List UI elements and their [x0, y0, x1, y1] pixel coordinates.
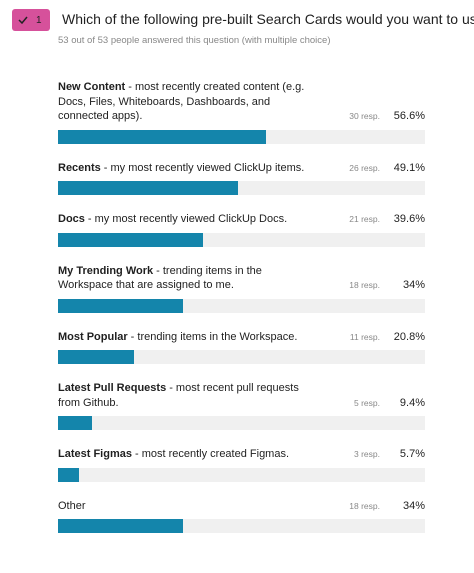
- bar: [58, 467, 79, 482]
- option: Most Popular - trending items in the Work…: [58, 330, 425, 364]
- bar: [58, 181, 239, 195]
- option-text: My Trending Work - trending items in the …: [58, 264, 318, 293]
- option-row: New Content - most recently created conte…: [58, 80, 425, 124]
- bar-track: [58, 181, 425, 195]
- option: Latest Pull Requests - most recent pull r…: [58, 381, 425, 430]
- percent-label: 20.8%: [393, 330, 425, 343]
- option: My Trending Work - trending items in the …: [58, 264, 425, 313]
- option-name: Docs: [58, 213, 85, 225]
- option-row: Docs - my most recently viewed ClickUp Do…: [58, 212, 425, 227]
- bar: [58, 129, 266, 144]
- percent-label: 49.1%: [393, 161, 425, 174]
- option-row: Latest Figmas - most recently created Fig…: [58, 447, 425, 462]
- bar-track: [58, 350, 425, 364]
- option-row: Most Popular - trending items in the Work…: [58, 330, 425, 345]
- option-name: Latest Figmas: [58, 448, 132, 460]
- option-description: - most recently created Figmas.: [134, 448, 290, 460]
- response-count: 26 resp.: [349, 162, 380, 173]
- response-count: 18 resp.: [349, 280, 380, 290]
- option-description: - most recent pull requests from Github.: [58, 382, 299, 409]
- option-description: - most recently created content (e.g. Do…: [58, 81, 305, 122]
- bar-track: [58, 298, 425, 313]
- option-text: Most Popular - trending items in the Work…: [58, 330, 318, 345]
- option-name: Latest Pull Requests: [58, 382, 167, 394]
- response-count: 30 resp.: [349, 111, 380, 121]
- option-text: Docs - my most recently viewed ClickUp Do…: [58, 212, 318, 227]
- response-count: 5 resp.: [354, 397, 380, 408]
- option-name: Recents: [58, 161, 101, 174]
- option-name: New Content: [58, 81, 126, 93]
- question-subtitle: 53 out of 53 people answered this questi…: [58, 35, 331, 46]
- option: Latest Figmas - most recently created Fig…: [58, 447, 425, 482]
- bar: [58, 232, 204, 247]
- percent-label: 39.6%: [393, 213, 425, 225]
- option-description: - trending items in the Workspace that a…: [58, 264, 262, 292]
- option-row: My Trending Work - trending items in the …: [58, 264, 425, 293]
- option-description: - my most recently viewed ClickUp Docs.: [87, 213, 288, 225]
- option-name: My Trending Work: [58, 264, 154, 277]
- option-text: Latest Figmas - most recently created Fig…: [58, 447, 318, 462]
- percent-label: 34%: [402, 279, 425, 291]
- response-count: 21 resp.: [349, 214, 380, 224]
- option-row: Latest Pull Requests - most recent pull r…: [58, 381, 425, 410]
- bar: [58, 350, 135, 364]
- answer-badge: 1: [12, 9, 50, 31]
- response-count: 18 resp.: [349, 500, 380, 511]
- bar-track: [58, 416, 425, 430]
- badge-number: 1: [36, 14, 42, 26]
- percent-label: 56.6%: [393, 110, 425, 122]
- bar-track: [58, 129, 425, 144]
- percent-label: 34%: [402, 499, 425, 512]
- question-title: Which of the following pre-built Search …: [62, 11, 474, 27]
- bar: [58, 519, 183, 533]
- option: Recents - my most recently viewed ClickUp…: [58, 161, 425, 195]
- bar: [58, 416, 93, 430]
- option-row: Other 18 resp. 34%: [58, 499, 425, 514]
- option: New Content - most recently created conte…: [58, 80, 425, 144]
- option-text: New Content - most recently created conte…: [58, 80, 318, 124]
- option-description: - trending items in the Workspace.: [130, 330, 298, 343]
- percent-label: 5.7%: [399, 448, 425, 460]
- response-count: 3 resp.: [354, 449, 380, 459]
- option: Docs - my most recently viewed ClickUp Do…: [58, 212, 425, 247]
- percent-label: 9.4%: [399, 396, 425, 409]
- bar-track: [58, 519, 425, 533]
- check-icon: [18, 16, 28, 24]
- option-description: - my most recently viewed ClickUp items.: [103, 161, 305, 174]
- option-row: Recents - my most recently viewed ClickUp…: [58, 161, 425, 176]
- bar-track: [58, 467, 425, 482]
- option-text: Recents - my most recently viewed ClickUp…: [58, 161, 318, 176]
- option-text: Latest Pull Requests - most recent pull r…: [58, 381, 318, 410]
- response-count: 11 resp.: [349, 331, 380, 342]
- option: Other 18 resp. 34%: [58, 499, 425, 533]
- bar-track: [58, 232, 425, 247]
- option-name: Most Popular: [58, 330, 128, 343]
- options-list: New Content - most recently created conte…: [58, 80, 425, 550]
- option-text: Other: [58, 499, 318, 514]
- option-name: Other: [58, 499, 86, 512]
- bar: [58, 298, 183, 313]
